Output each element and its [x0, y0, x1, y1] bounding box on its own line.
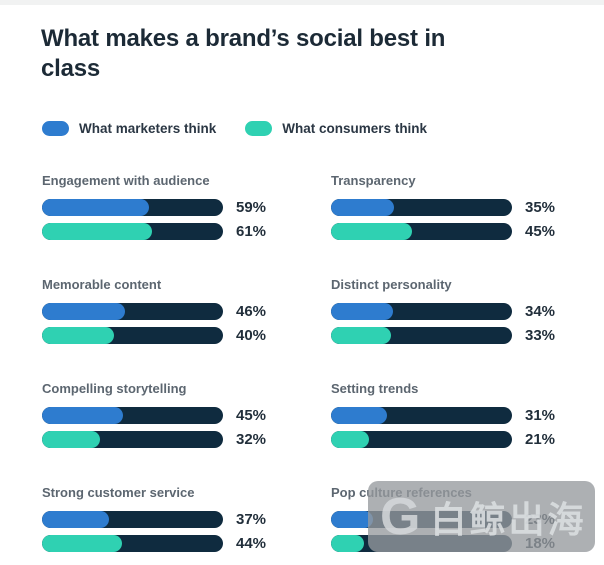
bar-track [42, 511, 223, 528]
legend: What marketers think What consumers thin… [42, 121, 427, 136]
value-label: 32% [236, 431, 267, 448]
bar-track [42, 431, 223, 448]
value-label: 44% [236, 535, 267, 552]
value-label: 33% [525, 327, 556, 344]
bar-track [331, 303, 512, 320]
bar-fill-marketers [42, 199, 149, 216]
marketers-swatch-icon [42, 121, 69, 136]
bar-fill-marketers [42, 511, 109, 528]
bar-fill-consumers [42, 535, 122, 552]
top-edge-strip [0, 0, 604, 5]
bar-row-marketers: 37% [42, 511, 272, 528]
value-label: 45% [525, 223, 556, 240]
bar-row-marketers: 59% [42, 199, 272, 216]
bar-group-engagement-with-audience: Engagement with audience 59% 61% [42, 173, 272, 247]
bar-row-consumers: 61% [42, 223, 272, 240]
bar-track [42, 303, 223, 320]
value-label: 46% [236, 303, 267, 320]
value-label: 34% [525, 303, 556, 320]
bar-track [42, 223, 223, 240]
value-label: 59% [236, 199, 267, 216]
watermark: G 白鲸出海 [368, 481, 595, 552]
bar-row-marketers: 35% [331, 199, 561, 216]
bar-fill-marketers [331, 407, 388, 424]
bar-group-distinct-personality: Distinct personality 34% 33% [331, 277, 561, 351]
bar-group-strong-customer-service: Strong customer service 37% 44% [42, 485, 272, 559]
bar-row-consumers: 40% [42, 327, 272, 344]
category-label: Engagement with audience [42, 173, 210, 188]
category-label: Strong customer service [42, 485, 195, 500]
bar-group-memorable-content: Memorable content 46% 40% [42, 277, 272, 351]
category-label: Transparency [331, 173, 416, 188]
category-label: Setting trends [331, 381, 419, 396]
bar-fill-consumers [42, 223, 153, 240]
bar-track [42, 535, 223, 552]
consumers-swatch-icon [245, 121, 273, 136]
bar-row-consumers: 33% [331, 327, 561, 344]
bar-fill-marketers [331, 199, 395, 216]
bar-fill-marketers [42, 303, 126, 320]
bar-fill-consumers [42, 327, 115, 344]
legend-label: What marketers think [79, 121, 217, 136]
bar-track [331, 327, 512, 344]
bar-fill-consumers [331, 431, 369, 448]
bar-row-consumers: 44% [42, 535, 272, 552]
value-label: 31% [525, 407, 556, 424]
bar-track [42, 327, 223, 344]
bar-row-consumers: 21% [331, 431, 561, 448]
value-label: 37% [236, 511, 267, 528]
bar-track [331, 223, 512, 240]
bar-track [42, 199, 223, 216]
category-label: Memorable content [42, 277, 162, 292]
bar-fill-consumers [331, 535, 364, 552]
bar-group-setting-trends: Setting trends 31% 21% [331, 381, 561, 455]
bar-row-consumers: 45% [331, 223, 561, 240]
bar-track [42, 407, 223, 424]
watermark-text: 白鲸出海 [430, 498, 587, 540]
bar-group-transparency: Transparency 35% 45% [331, 173, 561, 247]
bar-fill-marketers [42, 407, 124, 424]
legend-item-marketers: What marketers think [42, 121, 216, 136]
bar-track [331, 407, 512, 424]
value-label: 35% [525, 199, 556, 216]
value-label: 21% [525, 431, 556, 448]
bar-row-marketers: 31% [331, 407, 561, 424]
bar-row-marketers: 46% [42, 303, 272, 320]
bar-fill-marketers [331, 303, 393, 320]
legend-label: What consumers think [282, 121, 428, 136]
bar-fill-consumers [331, 327, 391, 344]
bar-row-consumers: 32% [42, 431, 272, 448]
bar-row-marketers: 34% [331, 303, 561, 320]
bar-fill-marketers [331, 511, 373, 528]
legend-item-consumers: What consumers think [245, 121, 427, 136]
category-label: Distinct personality [331, 277, 452, 292]
value-label: 61% [236, 223, 267, 240]
value-label: 45% [236, 407, 267, 424]
watermark-logo-icon: G [380, 487, 421, 546]
chart-title: What makes a brand’s social best in clas… [41, 25, 446, 82]
category-label: Compelling storytelling [42, 381, 187, 396]
value-label: 40% [236, 327, 267, 344]
bar-group-compelling-storytelling: Compelling storytelling 45% 32% [42, 381, 272, 455]
bar-row-marketers: 45% [42, 407, 272, 424]
bar-fill-consumers [42, 431, 100, 448]
bar-fill-consumers [331, 223, 413, 240]
bar-track [331, 431, 512, 448]
bar-track [331, 199, 512, 216]
